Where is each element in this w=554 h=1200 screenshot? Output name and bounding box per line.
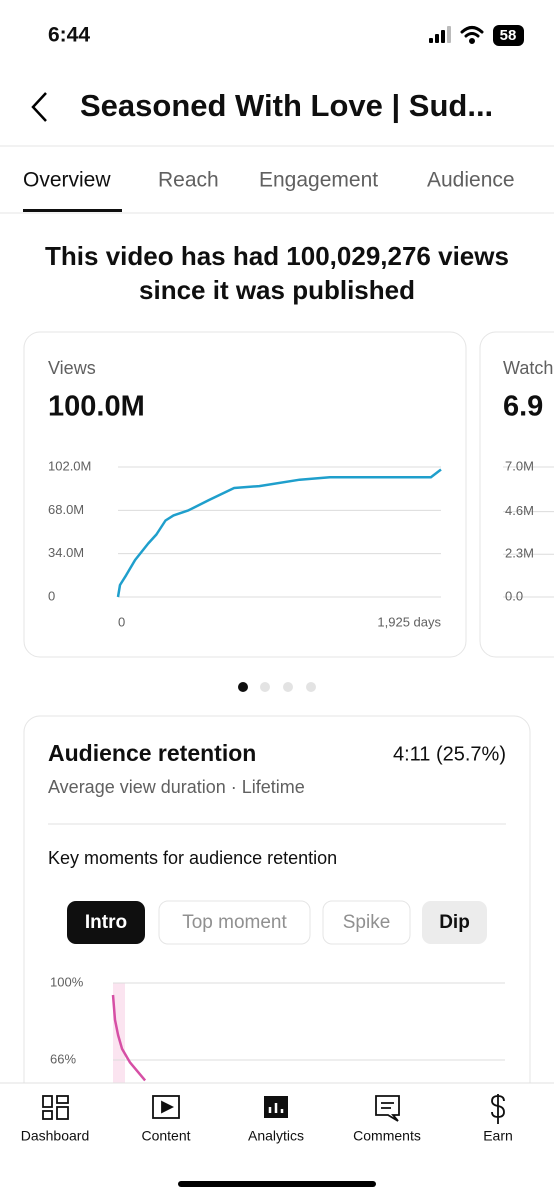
intro-highlight — [113, 983, 125, 1083]
y-tick-label: 0.0 — [505, 588, 523, 603]
retention-value: 4:11 (25.7%) — [393, 743, 506, 765]
tab-underline — [23, 209, 122, 212]
retention-card — [23, 715, 531, 1200]
nav-label[interactable]: Comments — [353, 1128, 421, 1144]
chart: 0.0 2.3M 4.6M 7.0M — [503, 458, 554, 603]
data-line — [116, 468, 442, 598]
chip-label: Top moment — [182, 912, 287, 933]
y-tick-label: 66% — [50, 1051, 76, 1066]
card-value: 100.0M — [48, 391, 145, 423]
battery — [493, 25, 524, 46]
battery-level: 58 — [500, 27, 517, 44]
prompt: Key moments for audience retention — [48, 848, 337, 868]
nav-label[interactable]: Analytics — [248, 1128, 304, 1144]
nav-label[interactable]: Content — [141, 1128, 190, 1144]
signal-icon — [429, 26, 451, 43]
video-title: Seasoned With Love | Sud... — [80, 88, 493, 123]
nav-label[interactable]: Dashboard — [21, 1128, 90, 1144]
tab[interactable]: Engagement — [259, 169, 378, 192]
views-card[interactable] — [23, 331, 467, 658]
headline: This video has had 100,029,276 views — [45, 241, 509, 271]
chart: 100% 66% — [50, 974, 505, 1082]
headline: since it was published — [139, 275, 415, 305]
chip[interactable] — [158, 900, 311, 945]
card-label: Watch — [503, 358, 553, 378]
y-tick-label: 0 — [48, 588, 55, 603]
nav-label[interactable]: Earn — [483, 1128, 513, 1144]
tab[interactable]: Overview — [23, 169, 111, 192]
y-tick-label: 100% — [50, 974, 84, 989]
back-button[interactable] — [31, 92, 47, 122]
card-subtitle: Average view duration · Lifetime — [48, 777, 305, 797]
chip-label: Spike — [343, 912, 391, 933]
card-value: 6.9 — [503, 391, 543, 423]
wifi-icon — [460, 26, 484, 44]
watch-card[interactable] — [479, 331, 554, 658]
y-tick-label: 2.3M — [505, 546, 534, 561]
chip-label: Dip — [439, 912, 470, 933]
home-indicator — [178, 1181, 376, 1187]
chip-label: Intro — [85, 912, 127, 933]
pager — [238, 682, 316, 692]
nav-icons — [42, 1094, 505, 1124]
chart: 0 34.0M 68.0M 102.0M 0 1,925 days — [48, 458, 442, 629]
clock: 6:44 — [48, 24, 90, 47]
tab[interactable]: Reach — [158, 169, 219, 192]
y-tick-label: 4.6M — [505, 503, 534, 518]
card-title: Audience retention — [48, 740, 256, 766]
chip[interactable] — [422, 901, 487, 944]
x-tick-label: 0 — [118, 614, 125, 629]
y-tick-label: 34.0M — [48, 545, 84, 560]
tab[interactable]: Audience — [427, 169, 515, 192]
y-tick-label: 102.0M — [48, 458, 91, 473]
x-tick-label: 1,925 days — [377, 614, 441, 629]
card-label: Views — [48, 358, 96, 378]
chip[interactable] — [67, 901, 145, 944]
y-tick-label: 68.0M — [48, 502, 84, 517]
y-tick-label: 7.0M — [505, 458, 534, 473]
chip[interactable] — [322, 900, 411, 945]
data-line — [111, 994, 147, 1082]
